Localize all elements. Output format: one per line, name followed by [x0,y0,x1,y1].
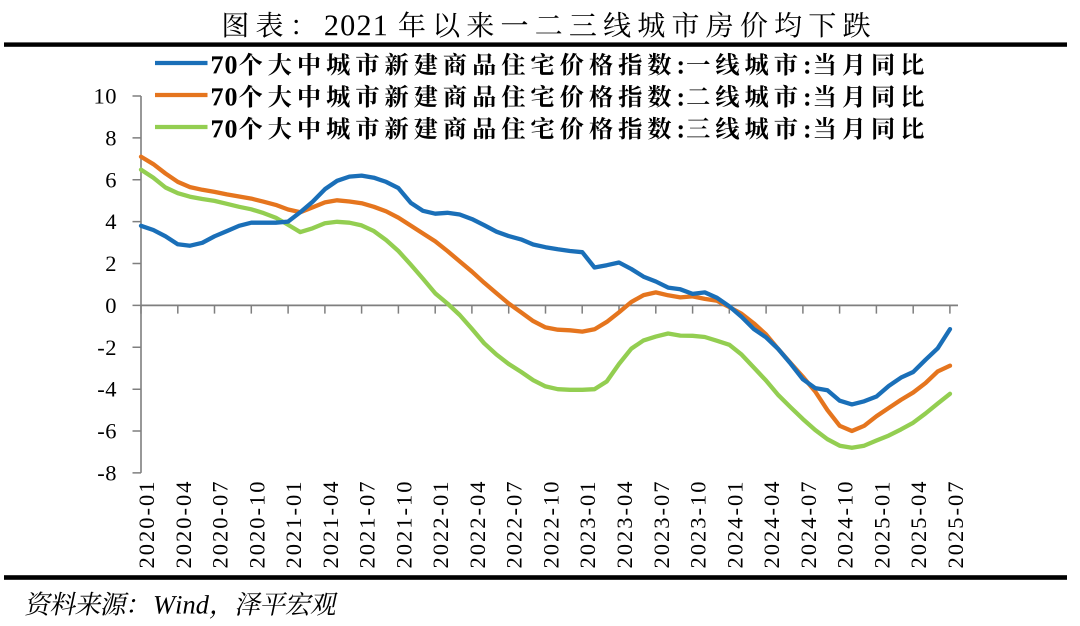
svg-text:2024-07: 2024-07 [796,480,821,569]
svg-text:2022-07: 2022-07 [502,480,527,569]
svg-text:2020-10: 2020-10 [244,480,269,569]
svg-text:8: 8 [105,125,117,150]
svg-text:2021-01: 2021-01 [281,480,306,569]
svg-text:2025-04: 2025-04 [906,480,931,569]
svg-text:4: 4 [105,209,117,234]
svg-text:2021-04: 2021-04 [318,480,343,569]
svg-text:2: 2 [105,251,117,276]
svg-text:2025-07: 2025-07 [943,480,968,569]
svg-text:2024-10: 2024-10 [833,480,858,569]
svg-text:-6: -6 [97,419,117,444]
svg-text:2024-04: 2024-04 [759,480,784,569]
svg-text:0: 0 [105,293,117,318]
svg-text:2023-10: 2023-10 [686,480,711,569]
svg-text:2022-01: 2022-01 [428,480,453,569]
svg-text:2022-04: 2022-04 [465,480,490,569]
svg-text:2021-10: 2021-10 [391,480,416,569]
svg-text:10: 10 [94,84,118,109]
svg-text:2023-04: 2023-04 [612,480,637,569]
svg-text:-4: -4 [97,377,117,402]
svg-text:6: 6 [105,167,117,192]
svg-text:2020-04: 2020-04 [171,480,196,569]
svg-text:2022-10: 2022-10 [539,480,564,569]
svg-text:-8: -8 [97,460,117,485]
svg-text:2020-07: 2020-07 [208,480,233,569]
svg-text:2023-01: 2023-01 [575,480,600,569]
svg-text:-2: -2 [97,335,117,360]
svg-text:2023-07: 2023-07 [649,480,674,569]
svg-text:2025-01: 2025-01 [869,480,894,569]
svg-text:2020-01: 2020-01 [134,480,159,569]
svg-text:2021-07: 2021-07 [355,480,380,569]
svg-text:2024-01: 2024-01 [722,480,747,569]
